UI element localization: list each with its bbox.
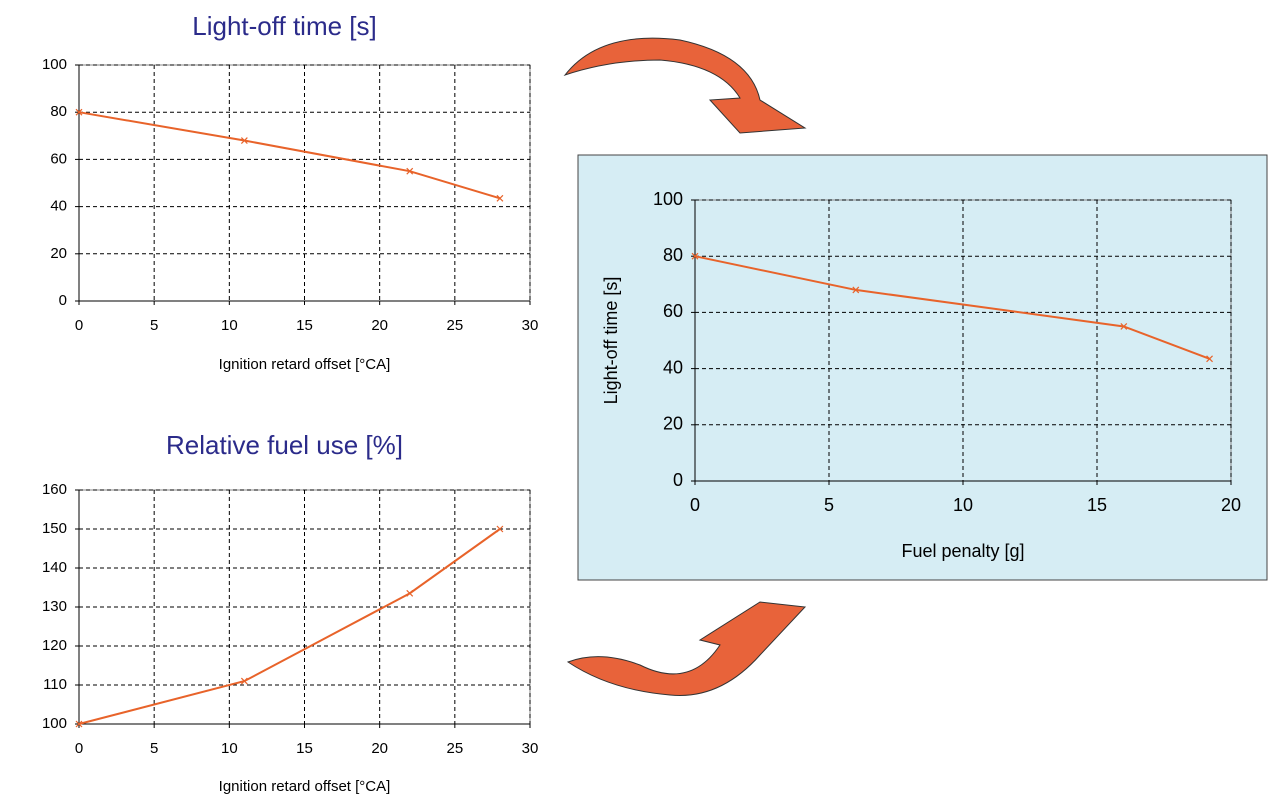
- chart-title: Light-off time [s]: [192, 11, 377, 41]
- x-tick-label: 10: [953, 495, 973, 515]
- y-tick-label: 0: [673, 470, 683, 490]
- x-tick-label: 5: [150, 317, 158, 334]
- x-tick-label: 0: [75, 740, 83, 757]
- y-tick-label: 20: [50, 245, 67, 262]
- chart-title: Relative fuel use [%]: [166, 430, 403, 460]
- arrow: [566, 601, 807, 696]
- data-point: [1120, 323, 1128, 330]
- x-tick-label: 15: [296, 317, 313, 334]
- x-axis-label: Ignition retard offset [°CA]: [219, 356, 391, 373]
- data-point: [240, 137, 248, 144]
- y-tick-label: 0: [59, 292, 67, 309]
- data-point: [406, 589, 414, 597]
- data-line: [694, 255, 1210, 360]
- data-point: [852, 286, 860, 294]
- y-tick-label: 160: [42, 481, 67, 498]
- x-tick-label: 15: [296, 740, 313, 757]
- y-tick-label: 60: [50, 150, 67, 167]
- x-tick-label: 10: [221, 317, 238, 334]
- y-tick-label: 120: [42, 637, 67, 654]
- x-axis-label: Ignition retard offset [°CA]: [219, 778, 391, 795]
- y-tick-label: 100: [42, 56, 67, 73]
- x-tick-label: 30: [522, 317, 539, 334]
- arrow: [563, 37, 807, 134]
- x-tick-label: 15: [1087, 495, 1107, 515]
- y-axis-label: Light-off time [s]: [601, 277, 621, 405]
- y-tick-label: 80: [50, 103, 67, 120]
- data-line: [78, 111, 501, 200]
- x-tick-label: 25: [446, 740, 463, 757]
- x-tick-label: 20: [371, 740, 388, 757]
- y-tick-label: 110: [43, 676, 67, 693]
- x-tick-label: 0: [75, 317, 83, 334]
- y-tick-label: 20: [663, 414, 683, 434]
- data-line: [78, 528, 501, 725]
- x-tick-label: 0: [690, 495, 700, 515]
- y-tick-label: 130: [42, 598, 67, 615]
- x-tick-label: 20: [371, 317, 388, 334]
- data-point: [240, 677, 248, 685]
- panel-background: [577, 154, 1268, 581]
- y-tick-label: 140: [42, 559, 67, 576]
- data-point: [75, 108, 83, 116]
- data-point: [691, 252, 699, 260]
- y-tick-label: 80: [663, 245, 683, 265]
- y-tick-label: 100: [42, 715, 67, 732]
- y-tick-label: 150: [42, 520, 67, 537]
- data-point: [496, 194, 504, 202]
- data-point: [406, 167, 414, 175]
- y-tick-label: 60: [663, 301, 683, 321]
- y-tick-label: 40: [663, 357, 683, 377]
- x-tick-label: 5: [150, 740, 158, 757]
- x-tick-label: 5: [824, 495, 834, 515]
- data-point: [75, 720, 83, 728]
- data-point: [1206, 355, 1213, 363]
- y-tick-label: 40: [50, 198, 67, 215]
- x-tick-label: 30: [522, 740, 539, 757]
- x-axis-label: Fuel penalty [g]: [901, 541, 1024, 561]
- x-tick-label: 10: [221, 740, 238, 757]
- x-tick-label: 25: [446, 317, 463, 334]
- data-point: [496, 525, 504, 533]
- x-tick-label: 20: [1221, 495, 1241, 515]
- y-tick-label: 100: [653, 189, 683, 209]
